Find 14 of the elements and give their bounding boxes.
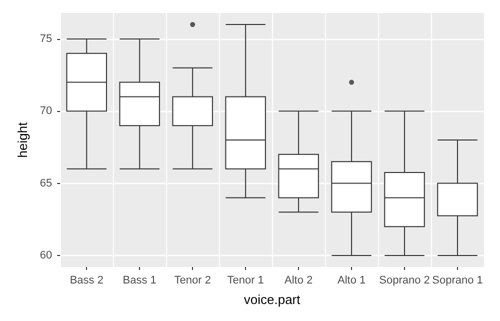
x-tick-label: Soprano 1 <box>432 274 483 286</box>
y-tick-label: 75 <box>40 32 52 45</box>
x-tick-label: Tenor 1 <box>227 274 264 286</box>
x-tick-label: Bass 2 <box>70 274 104 286</box>
x-tick-label: Bass 1 <box>122 274 156 286</box>
x-tick-label: Alto 2 <box>284 274 313 286</box>
x-tick-label: Soprano 2 <box>379 274 430 286</box>
y-axis-title: height <box>15 122 30 158</box>
x-tick-label: Tenor 2 <box>174 274 211 286</box>
x-axis-title: voice.part <box>244 292 301 307</box>
y-tick-label: 70 <box>40 105 52 118</box>
y-tick-label: 60 <box>40 249 52 262</box>
x-tick-label: Alto 1 <box>337 274 366 286</box>
y-tick-label: 65 <box>40 177 52 190</box>
